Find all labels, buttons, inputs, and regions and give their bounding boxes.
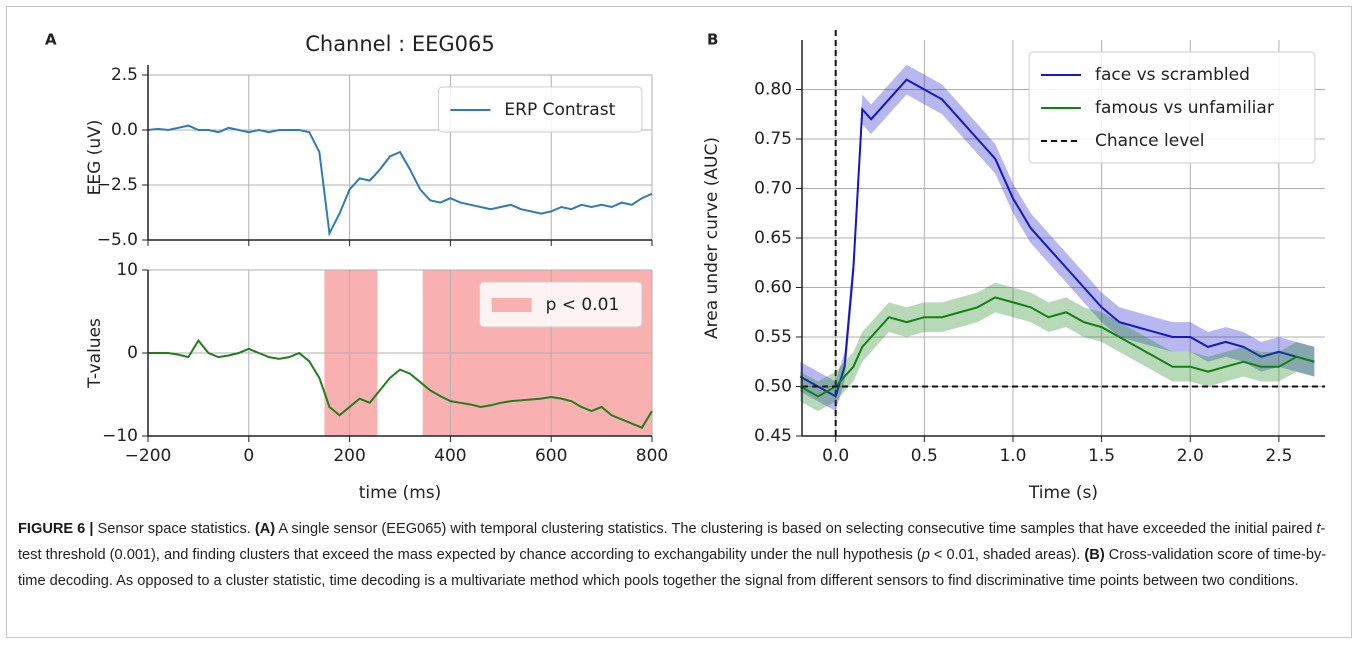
x-tick-label: 400 (434, 446, 466, 466)
caption-text: < 0.01, shaded areas). (929, 547, 1085, 563)
x-tick-label: 2.5 (1265, 446, 1292, 466)
legend-box (1028, 51, 1316, 164)
legend-label: face vs scrambled (1095, 65, 1250, 85)
x-tick-label: 1.0 (999, 446, 1026, 466)
panel-label: B (707, 31, 718, 49)
caption-label: FIGURE 6 | (18, 521, 94, 537)
y-tick-label: 0.45 (754, 426, 792, 446)
y-axis-label: T-values (85, 318, 105, 389)
x-tick-label: 2.0 (1177, 446, 1204, 466)
y-tick-label: 10 (116, 260, 138, 280)
error-band (800, 282, 1315, 412)
legend-swatch (491, 298, 532, 312)
caption: FIGURE 6 | Sensor space statistics. (A) … (18, 516, 1338, 594)
x-tick-label: 600 (535, 446, 567, 466)
x-tick-label: −200 (125, 446, 172, 466)
y-tick-label: 0.65 (754, 228, 792, 248)
x-tick-label: 0.0 (822, 446, 849, 466)
caption-label: (A) (254, 521, 276, 537)
y-tick-label: 0.70 (754, 179, 792, 199)
figure-frame (6, 6, 1352, 638)
y-tick-label: −5.0 (97, 230, 138, 250)
y-axis-label: Area under curve (AUC) (702, 137, 722, 339)
y-tick-label: −10 (102, 426, 138, 446)
legend-label: Chance level (1095, 131, 1204, 151)
x-tick-label: 0.5 (911, 446, 938, 466)
legend-label: famous vs unfamiliar (1095, 98, 1274, 118)
legend-box (479, 281, 643, 328)
legend-label: ERP Contrast (504, 100, 615, 120)
y-tick-label: 0.80 (754, 80, 792, 100)
y-tick-label: 0.60 (754, 278, 792, 298)
data-line (147, 124, 653, 237)
x-tick-label: 1.5 (1088, 446, 1115, 466)
x-tick-label: 0 (243, 446, 254, 466)
y-tick-label: 0 (127, 343, 138, 363)
y-tick-label: 0.0 (111, 120, 138, 140)
error-band (800, 64, 1315, 412)
caption-text: t (1316, 521, 1321, 537)
caption-text: -test threshold (0.001), and finding clu… (18, 521, 1326, 563)
data-line (148, 338, 653, 429)
x-tick-label: 200 (333, 446, 365, 466)
data-line (799, 296, 1315, 398)
legend-box (437, 86, 643, 133)
x-tick-label: 800 (636, 446, 668, 466)
x-axis-label: Time (s) (1028, 483, 1098, 503)
caption-text: p (921, 547, 930, 563)
y-tick-label: 2.5 (111, 65, 138, 85)
figure: −5.0 −2.5 0.0 2.5 Channel : EEG065 A EEG (uV) E… (45, 30, 1325, 503)
caption-label: (B) (1084, 547, 1105, 563)
y-tick-label: 0.55 (754, 327, 792, 347)
y-tick-label: −2.5 (97, 175, 138, 195)
panel-label: A (45, 31, 57, 49)
caption-text: Sensor space statistics. (93, 521, 255, 537)
caption-text: Cross-validation score of time-by-time d… (18, 547, 1327, 589)
chart-title: Channel : EEG065 (305, 32, 495, 56)
y-axis-label: EEG (uV) (85, 120, 105, 196)
y-tick-label: 0.50 (754, 377, 792, 397)
y-tick-label: 0.75 (754, 129, 792, 149)
legend-label: p < 0.01 (546, 295, 620, 315)
caption-text: A single sensor (EEG065) with temporal c… (275, 521, 1317, 537)
x-axis-label: time (ms) (359, 483, 442, 503)
data-line (799, 78, 1315, 398)
